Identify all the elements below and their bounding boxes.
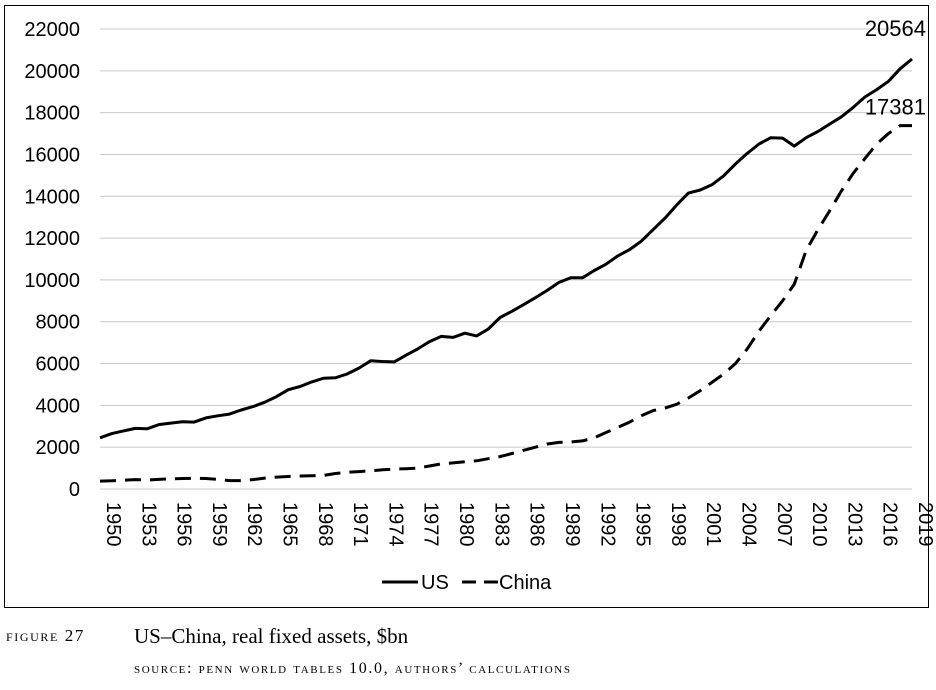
- y-tick-label: 18000: [24, 103, 80, 125]
- x-tick-label: 1953: [137, 502, 159, 547]
- y-tick-label: 22000: [24, 19, 80, 41]
- y-axis-ticks: 0 2000 4000 6000 8000 10000 12000 14000 16000 180…: [24, 19, 80, 501]
- y-tick-label: 10000: [24, 270, 80, 292]
- x-tick-label: 1977: [420, 502, 442, 547]
- x-tick-label: 1995: [632, 502, 654, 547]
- x-tick-label: 1989: [561, 502, 583, 547]
- x-tick-label: 1992: [596, 502, 618, 547]
- x-tick-label: 2007: [773, 502, 795, 547]
- end-value-labels: 20564 17381: [865, 16, 926, 120]
- x-tick-label: 1986: [526, 502, 548, 547]
- figure-title: US–China, real fixed assets, $bn: [134, 624, 409, 648]
- x-tick-label: 1974: [384, 502, 406, 547]
- legend-china-label: China: [499, 572, 552, 594]
- series-line-china: [99, 124, 912, 483]
- y-tick-label: 4000: [36, 395, 81, 417]
- x-tick-label: 1968: [314, 502, 336, 547]
- x-tick-label: 2019: [914, 502, 936, 547]
- y-tick-label: 20000: [24, 61, 80, 83]
- series-line-us: [99, 57, 913, 440]
- y-tick-label: 0: [69, 479, 80, 501]
- line-chart: 0 2000 4000 6000 8000 10000 12000 14000 16000 180…: [24, 16, 936, 594]
- x-tick-label: 1998: [667, 502, 689, 547]
- chart-frame: [4, 5, 929, 608]
- x-tick-label: 1962: [243, 502, 265, 547]
- y-tick-label: 2000: [36, 437, 81, 459]
- x-tick-label: 1965: [279, 502, 301, 547]
- legend-us-label: US: [421, 572, 449, 594]
- end-label-us: 20564: [865, 16, 926, 41]
- x-axis-ticks: 1950 1953 1956 1959 1962 1965 1968 1971 1974 1977…: [102, 502, 936, 547]
- figure-label: FIGURE 27: [6, 626, 85, 645]
- x-tick-label: 2016: [879, 502, 901, 547]
- legend: US China: [382, 572, 552, 594]
- y-tick-label: 8000: [36, 312, 81, 334]
- y-tick-label: 16000: [24, 144, 80, 166]
- x-tick-label: 1956: [173, 502, 195, 547]
- x-tick-label: 2004: [737, 502, 759, 547]
- x-tick-label: 1950: [102, 502, 124, 547]
- x-tick-label: 1980: [455, 502, 477, 547]
- figure-caption: FIGURE 27 US–China, real fixed assets, $…: [6, 624, 926, 688]
- y-tick-label: 6000: [36, 354, 81, 376]
- series-lines: [99, 57, 913, 483]
- x-tick-label: 2013: [843, 502, 865, 547]
- x-tick-label: 1971: [349, 502, 371, 547]
- figure-source: SOURCE: PENN WORLD TABLES 10.0, AUTHORS’…: [134, 660, 572, 677]
- y-tick-label: 14000: [24, 186, 80, 208]
- x-tick-label: 1959: [208, 502, 230, 547]
- x-tick-label: 2001: [702, 502, 724, 547]
- x-tick-label: 1983: [490, 502, 512, 547]
- y-tick-label: 12000: [24, 228, 80, 250]
- x-tick-label: 2010: [808, 502, 830, 547]
- gridlines: [100, 28, 912, 490]
- end-label-china: 17381: [865, 95, 926, 120]
